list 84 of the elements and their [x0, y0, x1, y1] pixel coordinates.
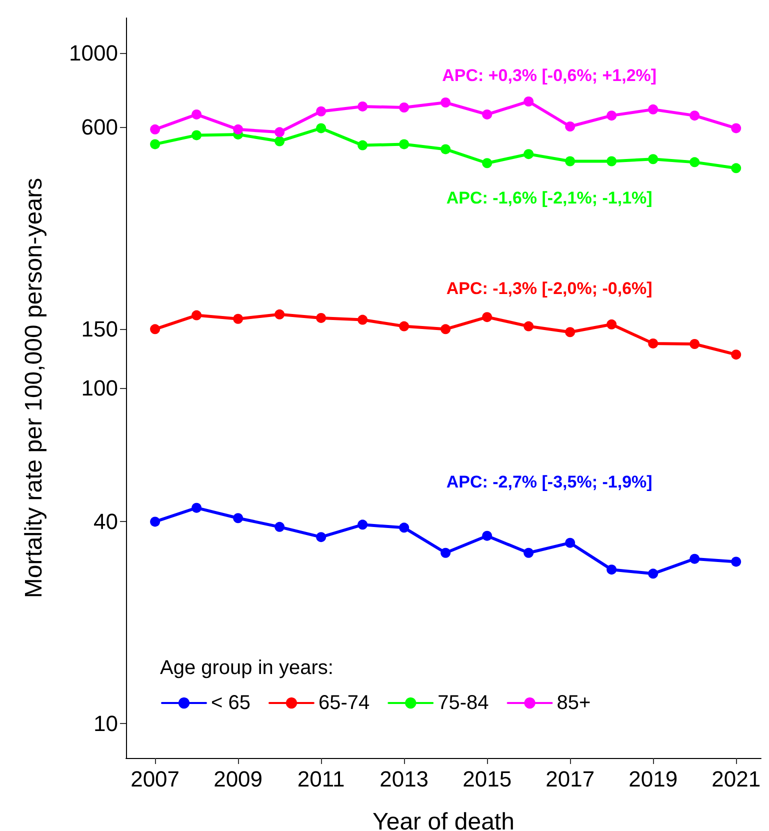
y-tick-label: 10: [94, 711, 118, 736]
annotation: APC: -1,3% [-2,0%; -0,6%]: [446, 278, 652, 298]
point: [358, 101, 368, 112]
point: [482, 109, 492, 120]
legend-label: 75-84: [438, 692, 489, 714]
x-axis-title: Year of death: [372, 808, 514, 831]
point: [690, 554, 700, 564]
point: [731, 123, 742, 134]
point: [690, 338, 700, 349]
x-tick-label: 2019: [628, 766, 678, 792]
legend-label: 85+: [556, 692, 591, 714]
point: [731, 350, 742, 360]
point: [606, 156, 617, 166]
point: [150, 139, 160, 150]
point: [482, 158, 492, 168]
point: [690, 157, 700, 168]
point: [192, 130, 202, 140]
annotation: APC: +0,3% [-0,6%; +1,2%]: [442, 66, 657, 85]
point: [440, 548, 451, 558]
annotation: APC: -1,6% [-2,1%; -1,1%]: [446, 188, 652, 208]
point: [274, 309, 285, 320]
point: [316, 532, 326, 542]
point: [150, 124, 160, 134]
legend-label: 65-74: [318, 692, 370, 714]
point: [482, 530, 492, 541]
legend-title: Age group in years:: [160, 657, 334, 679]
point: [606, 319, 617, 330]
point: [648, 338, 658, 348]
point: [731, 556, 742, 567]
point: [565, 156, 576, 166]
point: [316, 106, 326, 116]
point: [690, 110, 700, 121]
y-tick-label: 1000: [69, 40, 118, 66]
point: [440, 98, 451, 108]
point: [274, 522, 285, 532]
point: [565, 122, 576, 132]
y-tick-label: 600: [81, 114, 118, 140]
y-tick-label: 100: [81, 376, 118, 401]
point: [606, 564, 617, 575]
point: [399, 139, 410, 150]
point: [316, 312, 326, 323]
point: [150, 516, 160, 527]
point: [524, 149, 534, 160]
point: [274, 136, 285, 146]
point: [524, 321, 534, 332]
x-tick-label: 2007: [130, 766, 180, 792]
point: [648, 104, 658, 114]
point: [482, 312, 492, 322]
point: [192, 310, 202, 320]
x-tick-label: 2011: [297, 766, 345, 792]
point: [316, 123, 326, 134]
point: [524, 96, 534, 106]
point: [192, 502, 202, 513]
y-tick-label: 150: [81, 316, 118, 342]
point: [565, 538, 576, 548]
point: [440, 324, 451, 334]
point: [606, 110, 617, 121]
legend-label: < 65: [211, 692, 250, 714]
point: [233, 314, 244, 324]
point: [399, 321, 410, 332]
x-tick-label: 2015: [462, 766, 512, 792]
x-tick-label: 2021: [712, 766, 761, 792]
point: [150, 324, 160, 334]
y-tick-label: 40: [94, 509, 118, 534]
point: [233, 124, 244, 134]
point: [399, 102, 410, 113]
point: [274, 127, 285, 138]
point: [565, 327, 576, 338]
x-tick-label: 2009: [214, 766, 263, 792]
point: [440, 144, 451, 154]
point: [524, 548, 534, 558]
point: [233, 513, 244, 524]
x-tick-label: 2013: [380, 766, 429, 792]
point: [358, 140, 368, 150]
point: [399, 522, 410, 533]
point: [192, 109, 202, 120]
y-axis-title: Mortality rate per 100,000 person-years: [20, 178, 48, 598]
point: [358, 520, 368, 530]
point: [648, 568, 658, 579]
point: [358, 314, 368, 325]
annotation: APC: -2,7% [-3,5%; -1,9%]: [446, 472, 652, 492]
point: [648, 154, 658, 164]
point: [731, 163, 742, 174]
x-tick-label: 2017: [546, 766, 595, 792]
